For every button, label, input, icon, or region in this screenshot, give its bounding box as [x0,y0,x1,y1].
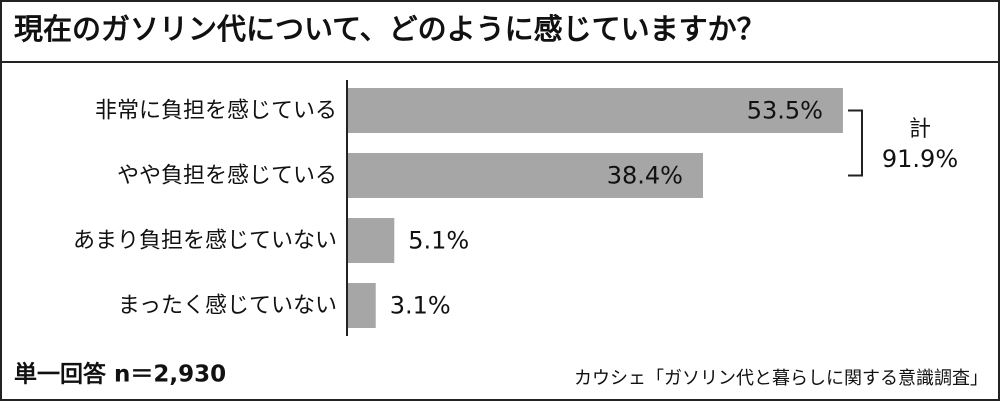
bar [347,88,843,133]
total-label: 計 [909,117,931,142]
bar [347,153,703,198]
chart-title: 現在のガソリン代について、どのように感じていますか？ [14,12,766,46]
note: 単一回答 n＝2,930 [14,361,226,388]
bar [347,218,395,263]
category-label: やや負担を感じている [117,164,337,189]
total-bracket [848,109,863,177]
category-label: あまり負担を感じていない [73,229,337,254]
value-label: 5.1% [408,227,469,255]
bar [347,283,376,328]
category-label: 非常に負担を感じている [95,99,337,124]
value-label: 38.4% [607,162,683,190]
total-value: 91.9% [882,145,958,173]
value-label: 53.5% [747,97,823,125]
value-label: 3.1% [390,292,451,320]
source: カウシェ「ガソリン代と暮らしに関する意識調査」 [574,368,988,389]
category-label: まったく感じていない [118,294,337,319]
